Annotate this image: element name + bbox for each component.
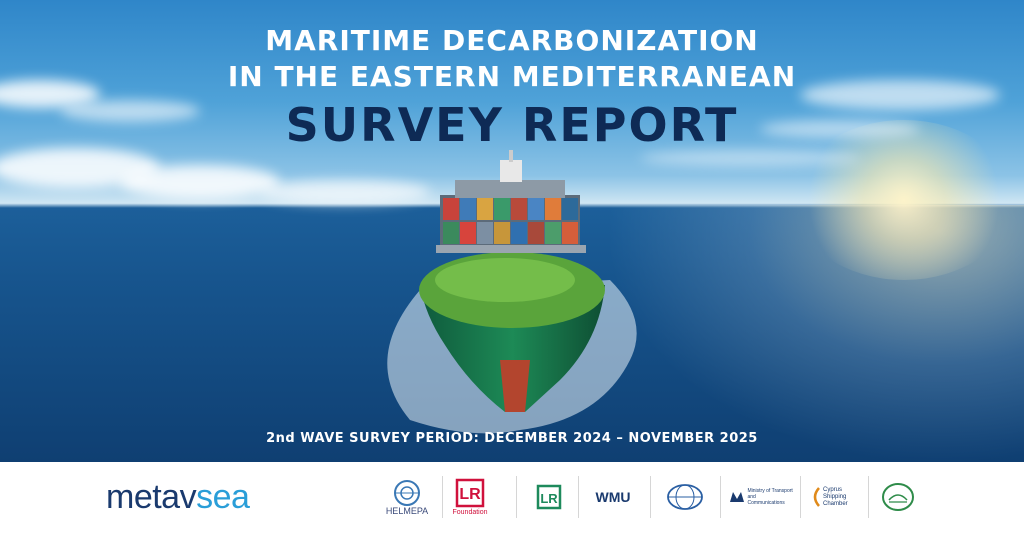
un-emblem-icon bbox=[394, 479, 420, 506]
cyprus-shipping-chamber-logo: Cyprus Shipping Chamber bbox=[808, 470, 860, 524]
divider bbox=[650, 476, 651, 518]
lr-foundation-label: Foundation bbox=[452, 508, 488, 516]
divider bbox=[578, 476, 579, 518]
wmu-logo: WMU bbox=[588, 470, 638, 524]
globe-emblem-icon bbox=[667, 484, 703, 510]
divider bbox=[442, 476, 443, 518]
sea-glare bbox=[604, 205, 1024, 462]
chamber-mark-icon bbox=[813, 487, 820, 507]
hero-image: MARITIME DECARBONIZATION IN THE EASTERN … bbox=[0, 0, 1024, 462]
lr-red-mark-icon: LR bbox=[455, 478, 485, 507]
divider bbox=[868, 476, 869, 518]
wmu-label: WMU bbox=[595, 489, 631, 505]
title-line-2: IN THE EASTERN MEDITERRANEAN bbox=[227, 60, 797, 93]
cloud bbox=[800, 80, 1000, 110]
svg-text:LR: LR bbox=[540, 491, 558, 506]
ministry-label: Ministry of Transport and Communications bbox=[747, 488, 793, 506]
divider bbox=[720, 476, 721, 518]
lr-foundation-logo: LR Foundation bbox=[450, 470, 490, 524]
maritime-emblem-logo bbox=[662, 470, 708, 524]
survey-period: 2nd WAVE SURVEY PERIOD: DECEMBER 2024 – … bbox=[266, 431, 758, 446]
cloud bbox=[120, 165, 280, 199]
svg-text:LR: LR bbox=[459, 486, 481, 503]
brand-part2: sea bbox=[196, 478, 250, 516]
partner-logo-strip bbox=[0, 462, 1024, 536]
cloud bbox=[60, 100, 200, 122]
chamber-label: Cyprus Shipping Chamber bbox=[823, 486, 848, 507]
brand-part1: metav bbox=[106, 478, 197, 516]
title-survey-report: SURVEY REPORT bbox=[285, 98, 739, 152]
container-ship-illustration bbox=[387, 150, 637, 434]
green-seal-logo bbox=[876, 470, 920, 524]
helmepa-logo: HELMEPA bbox=[382, 470, 432, 524]
metavsea-logo: metavsea bbox=[106, 478, 250, 517]
seal-icon bbox=[882, 483, 914, 511]
divider bbox=[516, 476, 517, 518]
cloud bbox=[260, 180, 430, 204]
ministry-logo: Ministry of Transport and Communications bbox=[728, 470, 794, 524]
ministry-mark-icon bbox=[729, 492, 744, 502]
cloud bbox=[760, 120, 920, 138]
title-line-1: MARITIME DECARBONIZATION bbox=[265, 24, 759, 57]
cloud bbox=[640, 150, 860, 166]
divider bbox=[800, 476, 801, 518]
helmepa-label: HELMEPA bbox=[385, 505, 429, 516]
lr-green-mark-icon: LR bbox=[536, 484, 562, 510]
lr-logo: LR bbox=[532, 470, 566, 524]
